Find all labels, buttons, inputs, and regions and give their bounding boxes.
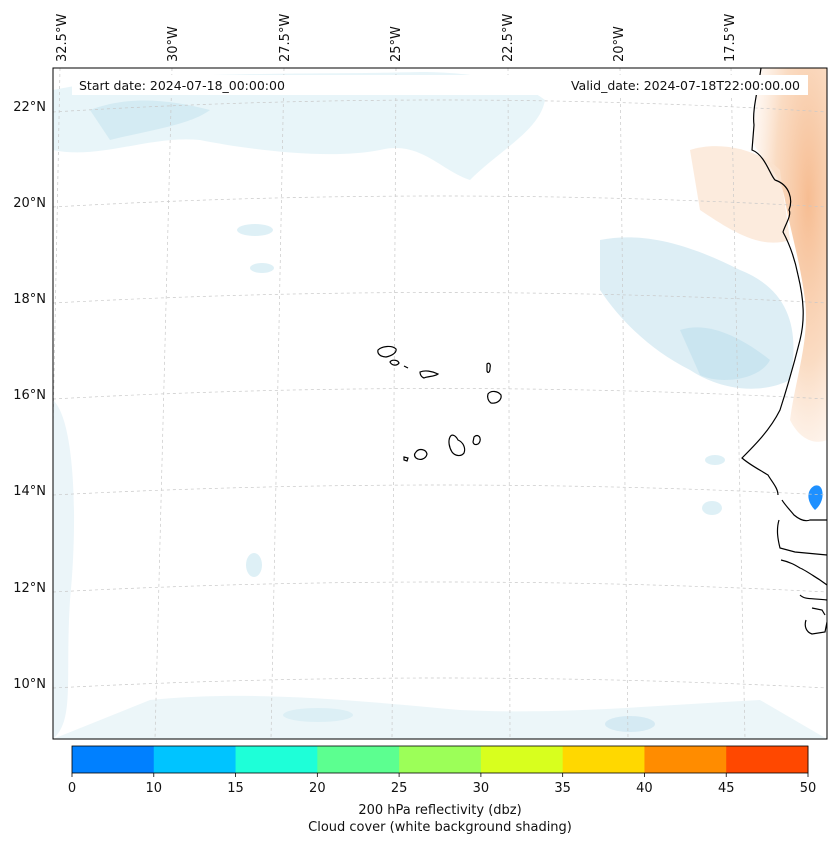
- gridline-lon-17-5: [730, 68, 746, 739]
- gridline-lat-14: [53, 484, 827, 496]
- colorbar-swatch: [399, 746, 482, 773]
- colorbar-swatch: [235, 746, 318, 773]
- colorbar-tick-label: 20: [309, 781, 326, 796]
- lat-label: 12°N: [13, 581, 46, 596]
- gridline-lat-10: [53, 677, 827, 689]
- island-brava: [403, 456, 409, 462]
- colorbar: 0 10 15 20 25 30 35 40 45 50 200 hPa reflectivity…: [68, 745, 816, 835]
- start-date-text: Start date: 2024-07-18_00:00:00: [79, 78, 285, 93]
- cloud-cover-shading: [53, 68, 827, 739]
- gridline-lat-12: [53, 581, 827, 593]
- island-santiago: [448, 434, 466, 457]
- gridline-lat-18: [53, 292, 827, 304]
- colorbar-tick-label: 25: [391, 781, 408, 796]
- island-maio: [472, 435, 481, 446]
- colorbar-tick-label: 35: [554, 781, 571, 796]
- colorbar-swatch: [644, 746, 727, 773]
- date-header-background: [72, 75, 808, 95]
- cloud-blob-2: [250, 263, 274, 273]
- colorbar-frame: [71, 745, 809, 774]
- gridline-lon-20: [619, 68, 629, 739]
- lon-label: 27.5°W: [278, 14, 293, 62]
- island-fogo: [413, 448, 428, 460]
- island-santo-antao: [377, 345, 397, 358]
- lon-label: 25°W: [389, 26, 404, 62]
- colorbar-swatch: [726, 746, 809, 773]
- lon-label: 32.5°W: [55, 14, 70, 62]
- cloud-blob-1: [237, 224, 273, 236]
- colorbar-ticks: 0 10 15 20 25 30 35 40 45 50: [68, 773, 816, 796]
- gridline-lat-22: [53, 99, 827, 113]
- cloud-blob-4: [702, 501, 722, 515]
- lat-label: 18°N: [13, 292, 46, 307]
- colorbar-swatch: [72, 746, 155, 773]
- colorbar-tick-label: 0: [68, 781, 76, 796]
- gridline-lon-22-5: [507, 68, 511, 739]
- colorbar-tick-label: 40: [636, 781, 653, 796]
- island-sao-vicente: [389, 359, 400, 366]
- map-panel: [52, 67, 828, 740]
- colorbar-label-reflectivity: 200 hPa reflectivity (dbz): [358, 803, 521, 818]
- island-boa-vista: [487, 390, 502, 404]
- island-sal: [486, 362, 491, 374]
- longitude-labels: 32.5°W 30°W 27.5°W 25°W 22.5°W 20°W 17.5…: [55, 14, 738, 62]
- date-header: Start date: 2024-07-18_00:00:00 Valid_da…: [72, 75, 808, 95]
- valid-date-text: Valid_date: 2024-07-18T22:00:00.00: [571, 78, 800, 93]
- cloud-blob-7: [283, 708, 353, 722]
- island-santa-luzia: [403, 365, 409, 369]
- lat-label: 14°N: [13, 484, 46, 499]
- graticule: [53, 68, 827, 739]
- latitude-labels: 22°N 20°N 18°N 16°N 14°N 12°N 10°N: [13, 100, 46, 692]
- cloud-band-north: [53, 72, 545, 180]
- map-frame: [52, 67, 828, 740]
- land-warm-shading: [752, 68, 827, 442]
- colorbar-swatch: [317, 746, 400, 773]
- lon-label: 17.5°W: [723, 14, 738, 62]
- colorbar-swatch: [153, 746, 237, 773]
- island-sao-nicolau: [419, 370, 440, 379]
- lat-label: 10°N: [13, 677, 46, 692]
- gridline-lon-30: [154, 68, 173, 739]
- colorbar-swatch: [480, 746, 564, 773]
- colorbar-tick-label: 10: [146, 781, 163, 796]
- lat-label: 16°N: [13, 388, 46, 403]
- lon-label: 22.5°W: [501, 14, 516, 62]
- colorbar-tick-label: 15: [227, 781, 244, 796]
- reflectivity-cell: [808, 485, 823, 510]
- cloud-blob-5: [246, 553, 262, 577]
- cloud-blob-6: [605, 716, 655, 732]
- cloud-patch-east-inner: [680, 327, 770, 380]
- colorbar-tick-label: 50: [800, 781, 817, 796]
- lon-label: 30°W: [166, 26, 181, 62]
- coastlines: [377, 68, 827, 635]
- colorbar-swatches: [72, 746, 809, 773]
- colorbar-label-cloud-cover: Cloud cover (white background shading): [308, 820, 572, 835]
- lat-label: 22°N: [13, 100, 46, 115]
- cloud-blob-3: [705, 455, 725, 465]
- colorbar-swatch: [562, 746, 645, 773]
- lon-label: 20°W: [612, 26, 627, 62]
- colorbar-tick-label: 45: [718, 781, 735, 796]
- coastline-africa-south: [776, 499, 827, 635]
- land-warm-shading-inland: [690, 146, 790, 243]
- lat-label: 20°N: [13, 196, 46, 211]
- gridline-lon-27-5: [270, 68, 285, 739]
- gridline-lat-20: [53, 195, 827, 208]
- gridline-lon-25: [391, 68, 397, 739]
- cloud-patch-west-edge: [53, 400, 75, 739]
- cloud-band-north-core: [90, 100, 210, 140]
- colorbar-tick-label: 30: [473, 781, 490, 796]
- coastline-africa-north: [741, 68, 804, 496]
